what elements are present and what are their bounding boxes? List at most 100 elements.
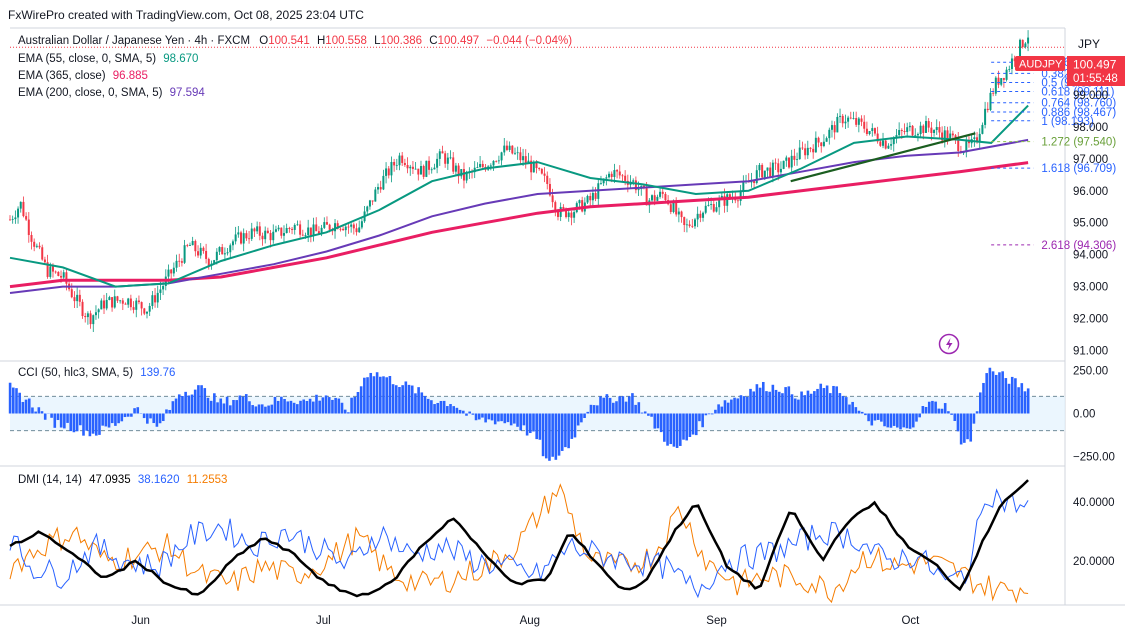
- cci-bar: [79, 413, 82, 426]
- price-badge: 100.497 01:55:48: [1067, 56, 1125, 86]
- cci-bar: [720, 406, 724, 414]
- candle-body: [358, 227, 361, 233]
- cci-bar: [161, 413, 165, 422]
- candle-body: [900, 130, 903, 131]
- candle-body: [194, 240, 197, 252]
- ticker-badge: AUDJPY: [1015, 56, 1065, 71]
- cci-bar: [452, 406, 456, 414]
- candle-body: [567, 212, 570, 218]
- candle-body: [170, 269, 173, 274]
- cci-bar: [860, 411, 864, 414]
- candle-body: [108, 297, 111, 300]
- candle-body: [718, 199, 721, 208]
- cci-bar: [324, 395, 328, 414]
- candle-body: [277, 227, 280, 230]
- event-flash-button[interactable]: [938, 333, 960, 355]
- cci-bar: [602, 397, 606, 414]
- cci-bar: [264, 406, 267, 414]
- candle-body: [911, 125, 914, 136]
- candle-body: [113, 296, 116, 308]
- candle-body: [379, 187, 382, 190]
- candle-body: [997, 77, 1000, 85]
- candle-body: [100, 300, 103, 310]
- candle-body: [793, 155, 796, 160]
- candle-body: [317, 231, 320, 234]
- candle-body: [973, 137, 976, 140]
- cci-bar: [924, 406, 928, 414]
- cci-bar: [302, 399, 306, 414]
- price-badge-bg: [1067, 56, 1125, 86]
- cci-bar: [407, 384, 411, 414]
- candle-body: [1008, 68, 1011, 70]
- candle-body: [994, 77, 997, 94]
- cci-bar: [177, 394, 181, 414]
- price-tick-label: 95.000: [1073, 218, 1108, 230]
- candle-body: [172, 267, 175, 274]
- candle-body: [250, 228, 253, 239]
- candle-body: [696, 213, 699, 220]
- candle-body: [763, 170, 766, 178]
- candle-body: [145, 311, 148, 314]
- price-axis[interactable]: 91.000 92.000 93.000 94.000 95.000 96.000 97.0…: [1073, 90, 1115, 568]
- candle-body: [651, 195, 654, 201]
- cci-bar: [1007, 383, 1011, 414]
- candle-body: [548, 183, 551, 196]
- cci-bar: [442, 400, 446, 414]
- cci-bar: [136, 407, 140, 414]
- cci-bar: [876, 413, 880, 420]
- candle-body: [833, 125, 836, 133]
- currency-button[interactable]: JPY: [1067, 34, 1117, 54]
- dmi-pane[interactable]: [9, 479, 1029, 604]
- price-pane[interactable]: 0.236 (100.028)0.382 (99.678)0.5 (99.394…: [9, 30, 1123, 333]
- ema365-value: 96.885: [112, 70, 148, 82]
- cci-bar: [813, 391, 816, 414]
- cci-bar: [529, 413, 532, 434]
- cci-bar: [698, 413, 701, 422]
- candle-body: [89, 313, 92, 325]
- candle-body: [634, 180, 637, 191]
- candle-body: [898, 130, 901, 136]
- candle-body: [976, 137, 979, 142]
- cci-bar: [149, 413, 152, 419]
- cci-bar: [956, 413, 960, 432]
- cci-tick-label: 250.00: [1073, 366, 1108, 378]
- cci-bar: [717, 404, 720, 414]
- cci-bar: [299, 400, 302, 414]
- candle-body: [111, 297, 114, 308]
- cci-bar: [27, 398, 31, 414]
- cci-bar: [91, 413, 95, 434]
- candle-body: [65, 272, 68, 284]
- candle-body: [941, 132, 944, 141]
- candle-body: [895, 135, 898, 138]
- candle-body: [656, 196, 659, 201]
- candle-body: [344, 226, 347, 231]
- cci-bar: [608, 397, 612, 414]
- cci-bar: [40, 411, 44, 414]
- candle-body: [659, 191, 662, 197]
- candle-body: [755, 170, 758, 184]
- candle-body: [342, 228, 345, 231]
- cci-bar: [82, 413, 85, 436]
- candle-body: [377, 187, 380, 190]
- candle-body: [352, 224, 355, 229]
- cci-bar: [873, 413, 877, 421]
- cci-bar: [254, 406, 258, 414]
- candle-body: [632, 180, 635, 182]
- candle-body: [903, 130, 906, 132]
- candle-body: [425, 160, 428, 177]
- cci-bar: [283, 398, 286, 414]
- cci-pane[interactable]: [8, 367, 1065, 461]
- candle-body: [935, 127, 938, 131]
- cci-bar: [426, 398, 430, 414]
- candle-body: [532, 162, 535, 173]
- cci-bar: [267, 405, 270, 414]
- candle-body: [57, 271, 60, 276]
- cci-bar: [88, 413, 92, 437]
- cci-bar: [203, 388, 207, 414]
- cci-bar: [461, 410, 465, 414]
- time-axis[interactable]: Jun Jul Aug Sep Oct: [131, 615, 920, 627]
- candle-body: [1013, 58, 1016, 62]
- cci-bar: [966, 413, 969, 440]
- cci-bar: [624, 401, 628, 414]
